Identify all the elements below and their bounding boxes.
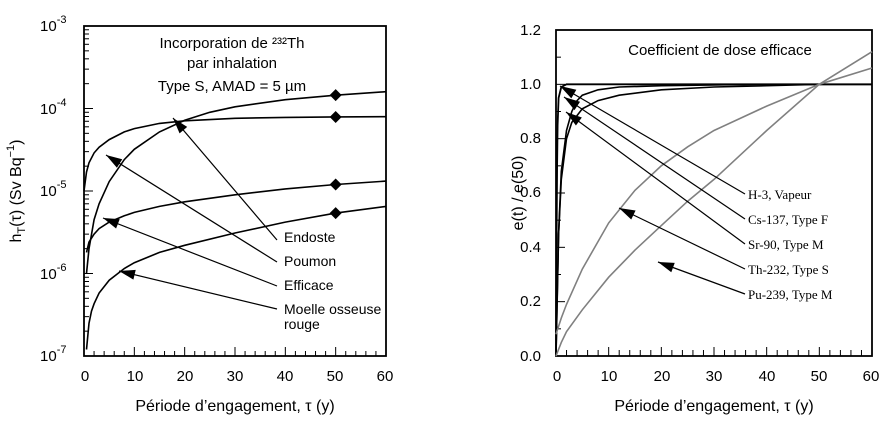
marker-efficace [329,178,342,191]
left-arrows [102,117,278,310]
arrow-cs137-shaft [563,96,746,220]
right-plot-frame [555,29,873,357]
right-label-pu239: Pu-239, Type M [748,287,833,302]
right-x-tick-labels: 0 10 20 30 40 50 60 [553,368,880,385]
right-xtick-40: 40 [759,368,776,385]
left-xtick-10: 10 [127,368,144,385]
right-arrows [559,85,746,295]
left-xtick-40: 40 [277,368,294,385]
series-efficace [85,180,387,253]
series-moelle-osseuse-rouge [85,205,387,350]
series-sr-90-type-m [555,83,872,357]
left-y-tick-labels: 10-7 10-6 10-5 10-4 10-3 [40,14,66,365]
right-ytick-1.2: 1.2 [520,22,541,39]
marker-moelle-osseuse-rouge [329,207,342,220]
arrow-poumon-shaft [105,154,278,263]
arrow-poumon-head [106,155,123,168]
arrow-pu239-head [658,262,675,273]
right-y-axis-label: e(t) / e(50) [510,156,527,231]
left-x-tick-labels: 0 10 20 30 40 50 60 [81,368,394,385]
right-chart: Coefficient de dose efficace H-3, Vapeur… [510,22,879,415]
right-title: Coefficient de dose efficace [628,42,812,59]
left-axis-ticks [83,25,387,357]
right-ytick-0.2: 0.2 [520,293,541,310]
left-xtick-30: 30 [227,368,244,385]
arrow-h3-shaft [559,85,746,195]
left-markers [329,89,342,220]
right-xtick-0: 0 [553,368,561,385]
left-label-rouge: rouge [284,316,320,332]
left-title-line-1: Incorporation de ²³²Th [159,35,304,52]
right-curves [555,51,873,357]
left-ytick-1e-7: 10-7 [40,344,66,365]
right-label-cs137: Cs-137, Type F [748,212,828,227]
right-ytick-0.0: 0.0 [520,348,541,365]
left-ytick-1e-5: 10-5 [40,179,66,200]
left-ytick-1e-6: 10-6 [40,262,66,283]
right-label-sr90: Sr-90, Type M [748,237,824,252]
arrow-moelle-shaft [118,270,278,310]
series-endoste [85,90,387,274]
arrow-sr90-shaft [565,111,746,245]
left-xtick-20: 20 [177,368,194,385]
marker-poumon [329,110,342,123]
arrow-endoste-shaft [172,117,278,241]
right-ytick-0.8: 0.8 [520,130,541,147]
arrow-cs137-head [564,97,581,111]
right-ytick-0.4: 0.4 [520,239,541,256]
series-pu-239-type-m [555,51,873,357]
arrow-h3-head [560,86,577,99]
left-label-endoste: Endoste [284,229,336,245]
right-xtick-10: 10 [601,368,618,385]
left-y-axis-label: hT(τ) (Sv Bq−1) [5,140,28,243]
left-xtick-50: 50 [327,368,344,385]
left-ytick-1e-3: 10-3 [40,14,66,35]
left-title-line-3: Type S, AMAD = 5 µm [158,78,306,95]
right-x-axis-label: Période d’engagement, τ (y) [614,398,813,415]
left-label-moelle: Moelle osseuse [284,301,381,317]
right-label-th232: Th-232, Type S [748,262,829,277]
arrow-endoste-head [173,118,188,134]
marker-endoste [329,89,342,102]
left-label-poumon: Poumon [284,253,336,269]
left-curves [83,90,387,350]
right-xtick-60: 60 [863,368,880,385]
arrow-th232-head [619,208,636,220]
left-xtick-0: 0 [81,368,89,385]
series-poumon [83,115,387,192]
right-label-h3: H-3, Vapeur [748,187,812,202]
arrow-sr90-head [566,112,582,126]
right-axis-ticks [555,29,873,357]
right-ytick-0.6: 0.6 [520,184,541,201]
left-xtick-60: 60 [377,368,394,385]
series-th-232-type-s [555,67,873,335]
series-h-3-vapeur [555,83,872,357]
right-ytick-1.0: 1.0 [520,76,541,93]
arrow-efficace-shaft [102,217,278,287]
arrow-moelle-head [119,269,136,280]
left-label-efficace: Efficace [284,277,334,293]
left-ytick-1e-4: 10-4 [40,97,66,118]
right-y-tick-labels: 0.0 0.2 0.4 0.6 0.8 1.0 1.2 [520,22,541,365]
arrow-efficace-head [103,218,120,229]
right-xtick-50: 50 [811,368,828,385]
right-xtick-30: 30 [706,368,723,385]
left-chart: Incorporation de ²³²Th par inhalation Ty… [5,14,393,415]
left-x-axis-label: Période d’engagement, τ (y) [135,398,334,415]
left-title-line-2: par inhalation [187,55,277,72]
arrow-th232-shaft [618,207,746,270]
right-xtick-20: 20 [654,368,671,385]
